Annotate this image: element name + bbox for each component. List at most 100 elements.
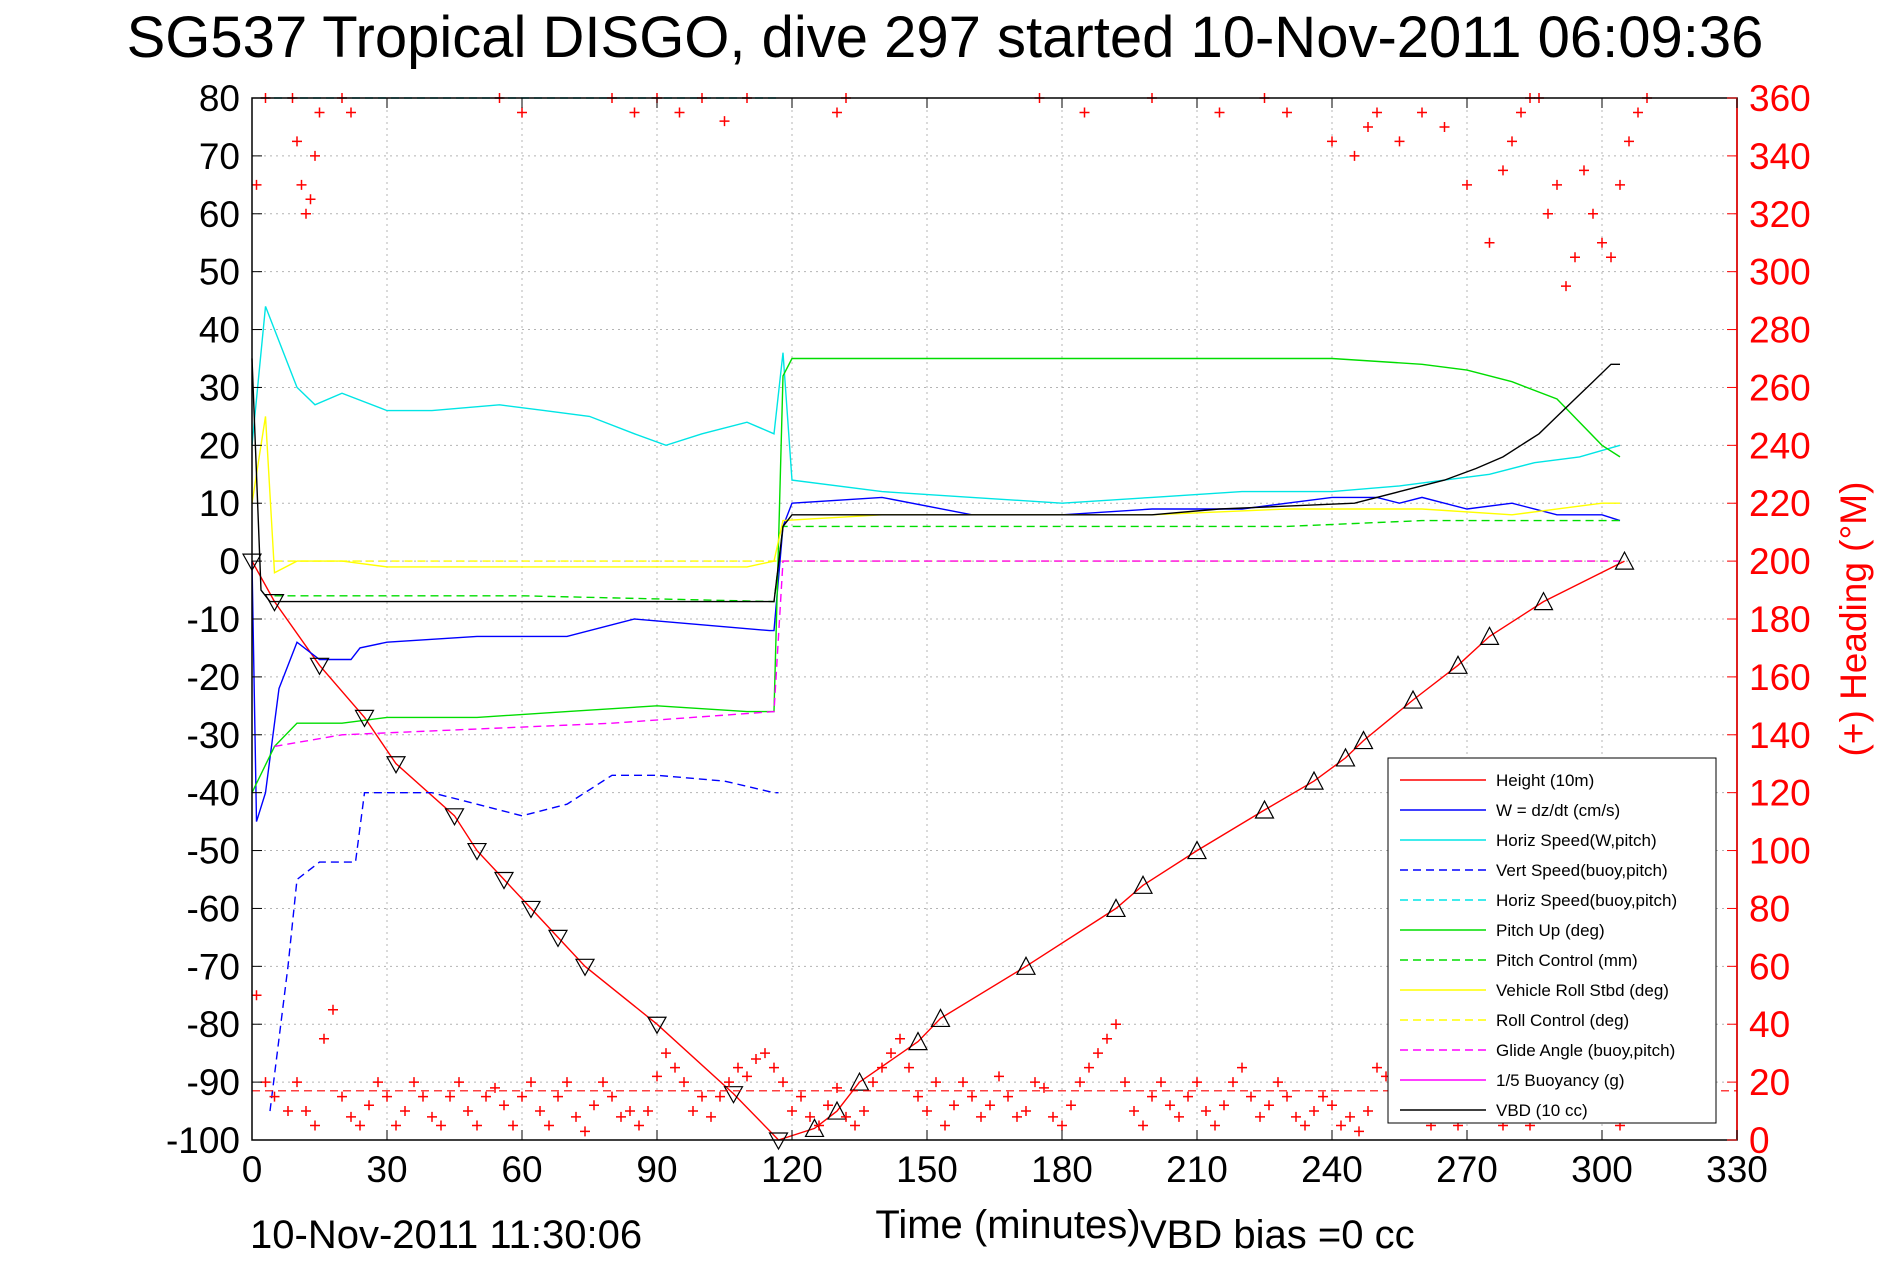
height-marker — [1187, 840, 1207, 860]
heading-point — [1372, 1062, 1382, 1073]
heading-point — [1102, 1033, 1112, 1044]
x-tick-label: 240 — [1301, 1149, 1363, 1190]
heading-point — [472, 1120, 482, 1131]
heading-point — [251, 990, 262, 1001]
heading-point — [517, 1091, 527, 1102]
heading-point — [490, 1082, 500, 1093]
heading-point — [1606, 252, 1616, 263]
height-marker — [1016, 956, 1036, 975]
y-tick-label: -90 — [187, 1062, 240, 1103]
heading-point — [706, 1111, 716, 1122]
heading-point — [283, 1106, 293, 1117]
y-right-tick-label: 220 — [1749, 483, 1811, 524]
heading-point — [679, 1077, 689, 1088]
heading-point — [1079, 107, 1090, 118]
y-right-axis-ticks: 3603403203002802602402202001801601401201… — [1727, 78, 1811, 1161]
heading-point — [1624, 136, 1634, 147]
heading-point — [1030, 1077, 1040, 1088]
heading-point — [1201, 1106, 1211, 1117]
heading-point — [391, 1120, 401, 1131]
heading-point — [1282, 107, 1292, 118]
heading-point — [688, 1106, 698, 1117]
legend-box — [1387, 757, 1717, 1124]
heading-point — [643, 1106, 653, 1117]
heading-point — [1246, 1091, 1256, 1102]
heading-point — [1439, 121, 1450, 132]
heading-point — [1336, 1120, 1346, 1131]
heading-point — [652, 1071, 662, 1082]
height-marker — [385, 756, 407, 774]
heading-point — [1394, 136, 1405, 147]
heading-point — [1327, 1100, 1337, 1111]
legend-label: Glide Angle (buoy,pitch) — [1496, 1041, 1675, 1060]
heading-point — [724, 1077, 734, 1088]
heading-point — [436, 1120, 446, 1131]
y-right-tick-label: 160 — [1749, 657, 1811, 698]
heading-point — [760, 1048, 770, 1059]
heading-point — [1093, 1048, 1103, 1059]
heading-point — [251, 179, 262, 190]
heading-point — [1111, 1019, 1121, 1030]
heading-point — [454, 1077, 464, 1088]
heading-point — [1354, 1126, 1364, 1137]
heading-point — [958, 1077, 968, 1088]
heading-point — [260, 1077, 271, 1088]
heading-point — [1084, 1062, 1094, 1073]
heading-point — [1057, 1120, 1067, 1131]
y-tick-label: -80 — [187, 1004, 240, 1045]
y-right-tick-label: 320 — [1749, 194, 1811, 235]
height-marker — [466, 842, 488, 861]
legend-label: Vert Speed(buoy,pitch) — [1496, 861, 1668, 880]
heading-point — [1349, 150, 1360, 161]
height-marker — [930, 1008, 951, 1028]
heading-point — [346, 1111, 356, 1122]
y-right-tick-label: 60 — [1749, 946, 1790, 987]
heading-point — [1363, 1106, 1373, 1117]
heading-point — [1507, 136, 1517, 147]
y-right-tick-label: 80 — [1749, 888, 1790, 929]
heading-point — [832, 107, 842, 118]
height-marker — [723, 1086, 744, 1104]
series-line-9 — [274, 560, 1620, 748]
heading-point — [1309, 1106, 1319, 1117]
heading-point — [742, 1071, 752, 1082]
y-tick-label: -100 — [166, 1120, 240, 1161]
height-marker — [520, 900, 542, 919]
y-tick-label: -30 — [187, 715, 240, 756]
heading-point — [895, 1033, 905, 1044]
height-marker — [646, 1016, 668, 1035]
heading-point — [1300, 1120, 1310, 1131]
heading-point — [1120, 1077, 1130, 1088]
heading-point — [296, 179, 307, 190]
heading-point — [1588, 208, 1598, 219]
y-right-tick-label: 340 — [1749, 136, 1811, 177]
height-marker — [908, 1031, 928, 1051]
heading-point — [922, 1106, 932, 1117]
height-marker — [827, 1100, 847, 1120]
heading-point — [859, 1106, 869, 1117]
heading-point — [1597, 237, 1607, 248]
heading-point — [1462, 179, 1472, 190]
heading-point — [1264, 1100, 1274, 1111]
x-axis-ticks: 0 30 60 90 120 150 180 210 240 270 300 330 — [242, 98, 1768, 1190]
y-right-tick-label: 300 — [1749, 252, 1811, 293]
heading-point — [1048, 1111, 1058, 1122]
heading-point — [463, 1106, 473, 1117]
heading-point — [1282, 1091, 1292, 1102]
y-right-tick-label: 100 — [1749, 831, 1811, 872]
y-tick-label: -20 — [187, 657, 240, 698]
legend-label: Vehicle Roll Stbd (deg) — [1496, 981, 1669, 1000]
heading-point — [409, 1077, 419, 1088]
heading-point — [445, 1091, 455, 1102]
heading-point — [1066, 1100, 1076, 1111]
heading-point — [719, 116, 730, 127]
heading-point — [1021, 1106, 1031, 1117]
heading-point — [976, 1111, 986, 1122]
y-tick-label: -70 — [187, 946, 240, 987]
heading-point — [1318, 1091, 1328, 1102]
heading-point — [310, 1120, 320, 1131]
heading-point — [292, 1077, 302, 1088]
heading-point — [418, 1091, 428, 1102]
height-marker — [768, 1132, 789, 1151]
heading-point — [481, 1091, 491, 1102]
